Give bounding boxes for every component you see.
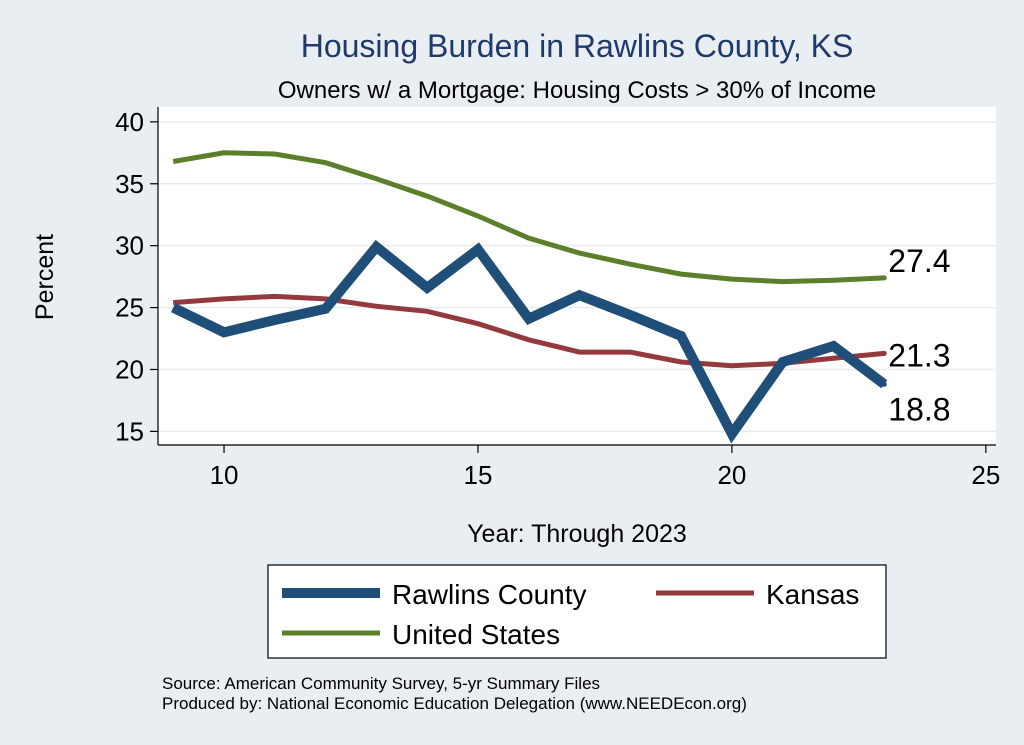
x-tick-label-25: 25	[971, 460, 1000, 490]
y-tick-label-35: 35	[115, 169, 144, 199]
series-end-point-united-states	[881, 275, 887, 281]
source-note: Source: American Community Survey, 5-yr …	[162, 674, 600, 693]
y-tick-label-15: 15	[115, 416, 144, 446]
end-label-kansas: 21.3	[888, 337, 950, 373]
legend-label-united-states: United States	[392, 619, 560, 650]
x-tick-label-20: 20	[717, 460, 746, 490]
end-label-rawlins-county: 18.8	[888, 391, 950, 427]
y-tick-label-20: 20	[115, 354, 144, 384]
produced-by-note: Produced by: National Economic Education…	[162, 694, 747, 713]
chart-subtitle: Owners w/ a Mortgage: Housing Costs > 30…	[278, 77, 876, 104]
y-axis-title: Percent	[31, 234, 59, 320]
plot-area	[158, 107, 996, 445]
y-tick-label-25: 25	[115, 293, 144, 323]
y-tick-label-30: 30	[115, 231, 144, 261]
series-lines	[171, 150, 888, 444]
legend-label-rawlins-county: Rawlins County	[392, 579, 587, 610]
legend-box	[267, 564, 887, 659]
y-tick-label-40: 40	[115, 107, 144, 137]
series-line-rawlins-county	[171, 239, 888, 444]
x-ticks: 10 15 20 25	[210, 445, 1000, 490]
legend-label-kansas: Kansas	[766, 579, 859, 610]
series-end-point-kansas	[881, 350, 887, 356]
series-line-united-states	[172, 150, 885, 285]
x-axis-title: Year: Through 2023	[467, 520, 687, 548]
legend: Rawlins County Kansas United States	[267, 564, 887, 659]
x-tick-label-10: 10	[210, 460, 239, 490]
x-tick-label-15: 15	[464, 460, 493, 490]
grid-lines	[158, 121, 996, 433]
chart-title: Housing Burden in Rawlins County, KS	[301, 28, 854, 64]
series-end-point-rawlins-county	[881, 381, 887, 387]
y-ticks: 15 20 25 30 35 40	[115, 107, 158, 446]
end-labels: 18.8 21.3 27.4	[888, 243, 950, 427]
series-line-kansas	[173, 293, 885, 369]
end-label-united-states: 27.4	[888, 243, 950, 279]
